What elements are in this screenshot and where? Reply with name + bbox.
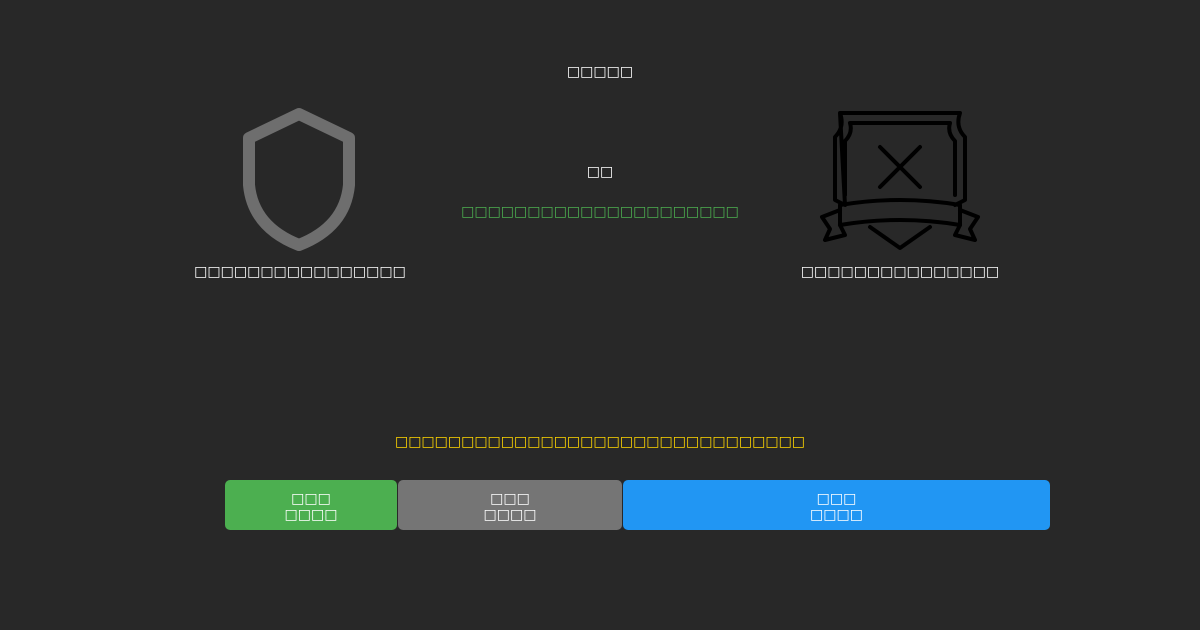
button-line: □□□□ — [284, 507, 338, 523]
button-line: □□□ — [816, 491, 857, 507]
title: □□□□□ — [566, 64, 634, 80]
left-label: □□□□□□□□□□□□□□□□ — [194, 264, 406, 280]
green-button[interactable]: □□□ □□□□ — [225, 480, 397, 530]
vs-text: □□ — [586, 164, 614, 180]
button-line: □□□□ — [483, 507, 537, 523]
button-line: □□□ — [490, 491, 530, 507]
status-text: □□□□□□□□□□□□□□□□□□□□□ — [461, 204, 739, 220]
button-line: □□□ — [291, 491, 331, 507]
shield-icon — [243, 108, 355, 251]
button-line: □□□□ — [810, 507, 863, 523]
notice-text: □□□□□□□□□□□□□□□□□□□□□□□□□□□□□□□ — [394, 434, 806, 450]
right-label: □□□□□□□□□□□□□□□ — [800, 264, 1000, 280]
shield-x-icon — [820, 111, 980, 250]
blue-button[interactable]: □□□ □□□□ — [623, 480, 1050, 530]
gray-button[interactable]: □□□ □□□□ — [398, 480, 622, 530]
